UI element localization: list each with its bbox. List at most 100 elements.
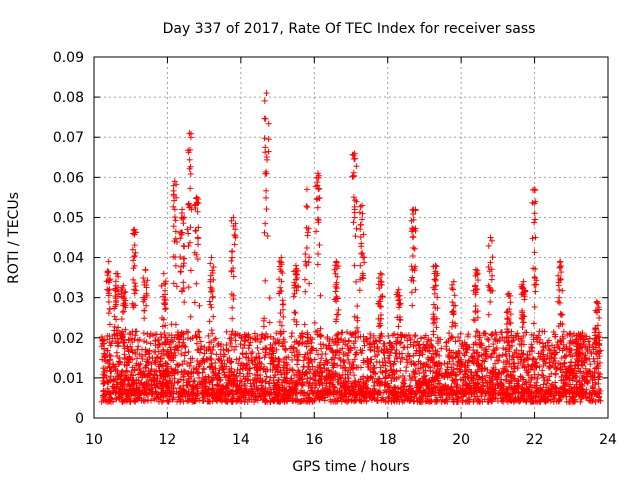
data-point (265, 148, 272, 155)
data-point (206, 318, 213, 325)
data-point (205, 332, 212, 339)
data-point (143, 339, 150, 346)
data-point (262, 144, 269, 151)
data-point (183, 328, 190, 335)
data-point (595, 380, 602, 387)
data-point (410, 244, 417, 251)
x-tick-label: 18 (379, 432, 397, 448)
data-point (356, 209, 363, 216)
data-point (207, 301, 214, 308)
data-point (410, 233, 417, 240)
data-point (191, 299, 198, 306)
data-point (404, 344, 411, 351)
data-point (153, 353, 160, 360)
data-point (194, 256, 201, 263)
data-point (187, 185, 194, 192)
data-point (462, 367, 469, 374)
data-point (577, 398, 584, 405)
data-point (559, 287, 566, 294)
data-point (531, 304, 538, 311)
data-point (585, 338, 592, 345)
data-point (111, 313, 118, 320)
data-point (314, 179, 321, 186)
data-point (268, 354, 275, 361)
data-point (242, 337, 249, 344)
data-point (131, 252, 138, 259)
data-point (262, 194, 269, 201)
data-point (445, 354, 452, 361)
data-point (511, 375, 518, 382)
data-point (266, 319, 273, 326)
data-point (263, 206, 270, 213)
data-point (277, 284, 284, 291)
data-point (301, 276, 308, 283)
data-point (484, 336, 491, 343)
data-point (311, 319, 318, 326)
data-point (360, 275, 367, 282)
data-point (531, 210, 538, 217)
data-point (395, 323, 402, 330)
data-point (303, 186, 310, 193)
data-point (201, 366, 208, 373)
data-point (567, 359, 574, 366)
data-point (303, 203, 310, 210)
data-point (185, 230, 192, 237)
y-tick-label: 0 (75, 411, 84, 427)
data-point (279, 301, 286, 308)
data-point (228, 248, 235, 255)
data-point (487, 234, 494, 241)
data-point (105, 258, 112, 265)
y-tick-label: 0.05 (53, 210, 84, 226)
data-point (354, 303, 361, 310)
data-point (261, 97, 268, 104)
data-point (192, 228, 199, 235)
data-point (344, 329, 351, 336)
data-point (207, 260, 214, 267)
data-point (257, 338, 264, 345)
data-point (435, 377, 442, 384)
data-point (483, 372, 490, 379)
data-point (194, 234, 201, 241)
data-point (561, 360, 568, 367)
data-point (457, 330, 464, 337)
data-point (208, 304, 215, 311)
data-point (141, 338, 148, 345)
data-point (132, 283, 139, 290)
data-point (448, 285, 455, 292)
data-point (353, 198, 360, 205)
y-tick-label: 0.03 (53, 291, 84, 307)
data-point (170, 280, 177, 287)
data-point (485, 242, 492, 249)
data-point (263, 187, 270, 194)
data-point (249, 377, 256, 384)
data-point (449, 334, 456, 341)
data-point (450, 286, 457, 293)
x-tick-label: 24 (599, 432, 617, 448)
data-point (557, 310, 564, 317)
data-point (260, 323, 267, 330)
data-point (404, 337, 411, 344)
data-point (351, 214, 358, 221)
y-tick-label: 0.09 (53, 50, 84, 66)
data-point (141, 315, 148, 322)
data-point (393, 354, 400, 361)
data-point (546, 346, 553, 353)
data-point (322, 351, 329, 358)
data-point (239, 345, 246, 352)
data-point (314, 261, 321, 268)
data-point (588, 350, 595, 357)
data-point (105, 268, 112, 275)
data-point (262, 344, 269, 351)
data-point (131, 290, 138, 297)
data-point (519, 324, 526, 331)
data-point (430, 328, 437, 335)
data-point (263, 90, 270, 97)
data-point (351, 156, 358, 163)
data-point (130, 257, 137, 264)
data-point (335, 306, 342, 313)
data-point (261, 135, 268, 142)
data-point (531, 249, 538, 256)
data-point (537, 353, 544, 360)
data-point (385, 332, 392, 339)
data-point (358, 240, 365, 247)
